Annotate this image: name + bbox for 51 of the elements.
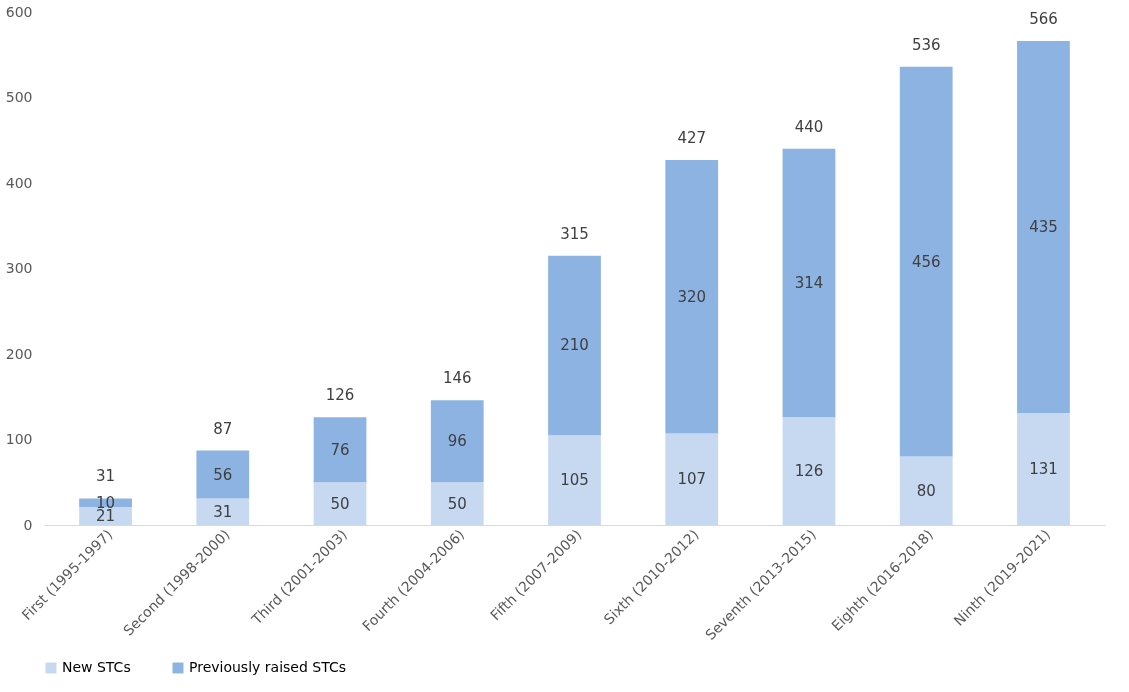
bar	[782, 148, 836, 418]
total-label: 126	[325, 386, 355, 405]
bar	[548, 255, 601, 436]
data-label: 80	[916, 481, 936, 500]
data-label: 50	[330, 494, 350, 513]
total-label: 536	[911, 35, 941, 54]
data-label: 107	[677, 470, 707, 489]
data-label: 21	[96, 507, 116, 526]
total-label: 146	[442, 369, 472, 388]
data-label: 56	[213, 465, 233, 484]
bar	[665, 159, 719, 434]
data-label: 314	[794, 274, 824, 293]
data-label: 126	[794, 462, 824, 481]
bar	[665, 433, 719, 525]
y-tick-label: 500	[5, 89, 33, 105]
data-label: 131	[1029, 460, 1058, 478]
bar	[1017, 41, 1070, 413]
legend-label: New STCs	[62, 659, 131, 675]
total-label: 315	[560, 224, 589, 243]
total-label: 440	[794, 117, 824, 136]
bar	[782, 417, 836, 525]
y-tick-label: 100	[5, 431, 33, 447]
data-label: 96	[447, 432, 467, 451]
data-label: 435	[1029, 218, 1058, 237]
data-label: 456	[911, 252, 941, 271]
total-label: 87	[213, 419, 233, 438]
bar	[1017, 413, 1070, 525]
data-label: 210	[560, 336, 589, 355]
bar	[430, 482, 484, 525]
y-tick-label: 200	[5, 345, 33, 362]
data-label: 320	[677, 287, 707, 306]
y-tick-label: 300	[5, 260, 33, 276]
data-label: 76	[330, 440, 350, 459]
y-tick-label: 600	[5, 3, 33, 20]
total-label: 566	[1029, 10, 1058, 29]
data-label: 105	[560, 471, 589, 490]
bar	[313, 482, 367, 525]
total-label: 31	[96, 467, 116, 486]
bar	[196, 498, 250, 525]
data-label: 50	[447, 494, 467, 513]
bar	[313, 417, 367, 483]
bar	[548, 435, 601, 525]
bar	[899, 456, 953, 525]
bar	[899, 66, 953, 457]
bar	[430, 400, 484, 483]
y-tick-label: 400	[5, 174, 33, 191]
y-tick-label: 0	[23, 516, 33, 533]
total-label: 427	[677, 128, 707, 147]
bar	[196, 450, 250, 499]
legend-label: Previously raised STCs	[189, 659, 346, 675]
data-label: 31	[213, 502, 233, 521]
